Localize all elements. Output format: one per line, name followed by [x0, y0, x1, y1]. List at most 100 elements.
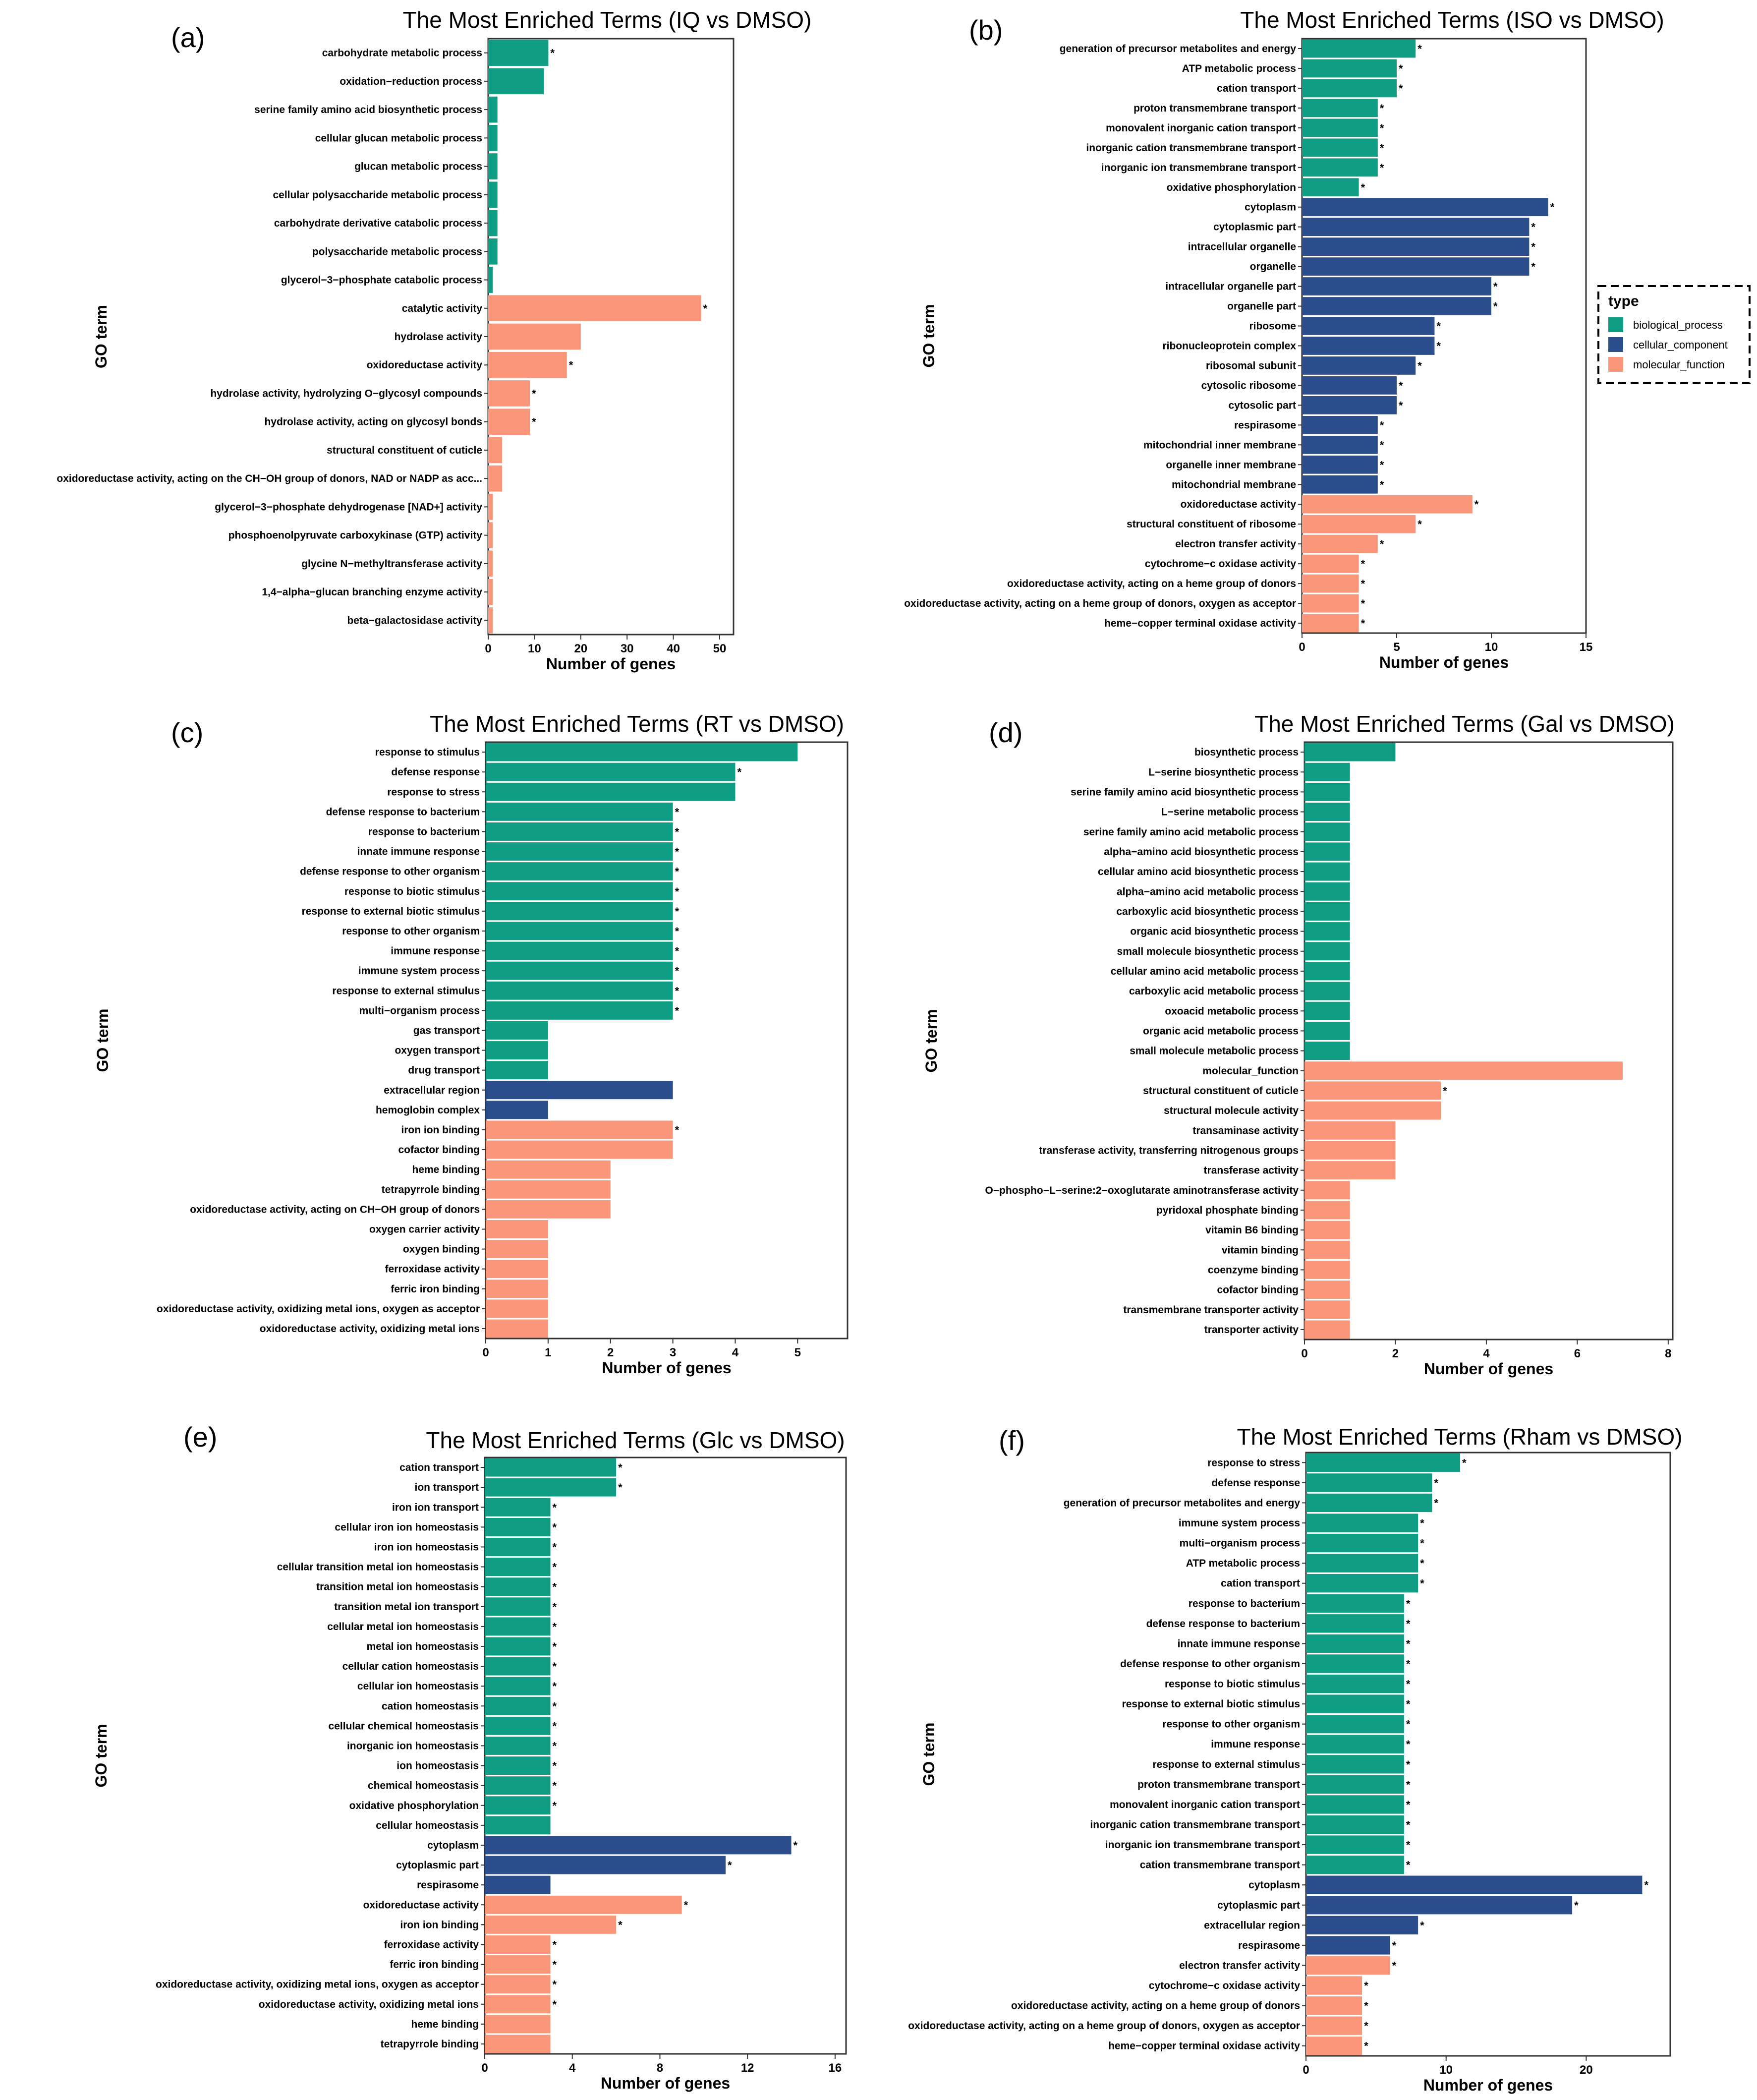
bar [1302, 495, 1473, 514]
bar [1304, 1061, 1623, 1080]
x-tick-label: 30 [621, 642, 634, 655]
significance-mark: * [553, 1979, 557, 1991]
y-tick-label: cellular cation homeostasis [342, 1661, 479, 1672]
bar [488, 351, 567, 378]
bar [1302, 178, 1359, 197]
y-tick-label: transporter activity [1204, 1324, 1299, 1336]
y-tick-label: biosynthetic process [1194, 747, 1299, 758]
bar [485, 1577, 551, 1596]
significance-mark: * [793, 1839, 798, 1852]
bar [1306, 1916, 1418, 1934]
bar [1304, 1101, 1441, 1120]
bar [485, 1776, 551, 1795]
significance-mark: * [1380, 419, 1384, 431]
y-tick-label: defense response [1211, 1477, 1300, 1489]
bar [1304, 1260, 1350, 1279]
bar [1306, 1714, 1404, 1734]
bar [1306, 1775, 1404, 1794]
bar [1306, 1674, 1404, 1693]
y-tick-label: cellular iron ion homeostasis [335, 1521, 479, 1533]
y-tick-label: cofactor binding [398, 1144, 480, 1156]
bar [485, 1538, 551, 1556]
y-tick-label: response to external stimulus [332, 985, 480, 996]
significance-mark: * [553, 1621, 557, 1633]
panel-label: (b) [969, 14, 1003, 46]
y-tick-label: serine family amino acid biosynthetic pr… [1071, 786, 1299, 798]
y-tick-label: catalytic activity [402, 303, 483, 314]
bar [1306, 1936, 1390, 1955]
bar [1306, 1634, 1404, 1653]
bar [1304, 1121, 1396, 1140]
bar [1302, 455, 1378, 474]
bar [1302, 277, 1491, 295]
y-tick-label: response to external biotic stimulus [302, 906, 480, 917]
bar [485, 1796, 551, 1815]
y-tick-label: oxidative phosphorylation [1167, 182, 1296, 193]
significance-mark: * [553, 1640, 557, 1653]
bar [1306, 1896, 1573, 1915]
y-tick-label: iron ion binding [400, 1919, 479, 1930]
y-tick-label: cytoplasmic part [1213, 222, 1296, 233]
bar [1304, 1201, 1350, 1220]
x-tick-label: 0 [482, 1346, 489, 1359]
significance-mark: * [1420, 1577, 1424, 1590]
panel-label: (a) [171, 22, 205, 53]
y-tick-label: structural constituent of cuticle [1143, 1085, 1299, 1097]
bar [1304, 1181, 1350, 1200]
y-tick-label: alpha−amino acid biosynthetic process [1104, 846, 1299, 858]
significance-mark: * [1420, 1919, 1424, 1931]
y-tick-label: inorganic cation transmembrane transport [1086, 142, 1296, 154]
y-tick-label: inorganic cation transmembrane transport [1090, 1819, 1300, 1830]
y-tick-label: response to bacterium [368, 826, 480, 837]
y-tick-label: cellular glucan metabolic process [315, 132, 482, 144]
y-tick-label: molecular_function [1202, 1065, 1299, 1077]
bar [486, 961, 673, 980]
y-tick-label: response to other organism [342, 926, 480, 937]
y-tick-label: oxygen binding [403, 1244, 480, 1255]
bar [1302, 554, 1359, 573]
y-tick-label: oxidoreductase activity [1181, 499, 1297, 510]
y-tick-label: beta−galactosidase activity [347, 615, 482, 626]
significance-mark: * [1380, 162, 1384, 174]
bar [1304, 1221, 1350, 1239]
x-tick-label: 0 [1299, 641, 1305, 654]
bar [1302, 614, 1359, 633]
significance-mark: * [1443, 1085, 1447, 1097]
bar [486, 981, 673, 1000]
y-tick-label: oxidoreductase activity, acting on a hem… [1011, 2000, 1300, 2012]
y-tick-label: cytochrome−c oxidase activity [1145, 558, 1297, 570]
chart-panel: generation of precursor metabolites and … [904, 7, 1664, 671]
significance-mark: * [1420, 1557, 1424, 1570]
significance-mark: * [1361, 617, 1365, 630]
bar [488, 494, 493, 520]
significance-mark: * [1406, 1758, 1411, 1771]
bar [1304, 922, 1350, 941]
bar [1304, 1081, 1441, 1100]
bar [488, 437, 503, 464]
significance-mark: * [553, 1780, 557, 1792]
y-tick-label: cellular polysaccharide metabolic proces… [273, 189, 482, 201]
bar [488, 96, 498, 123]
bar [1304, 942, 1350, 961]
y-tick-label: oxidoreductase activity, oxidizing metal… [156, 1979, 479, 1990]
y-tick-label: oxidoreductase activity, acting on CH−OH… [190, 1204, 480, 1215]
significance-mark: * [569, 359, 573, 371]
significance-mark: * [1434, 1497, 1438, 1509]
bar [485, 1716, 551, 1735]
significance-mark: * [684, 1899, 688, 1911]
y-tick-label: cytosolic ribosome [1201, 380, 1296, 391]
y-tick-label: mitochondrial inner membrane [1143, 439, 1296, 451]
chart-panel: carbohydrate metabolic process * oxidation… [57, 7, 811, 673]
significance-mark: * [1406, 1597, 1411, 1610]
significance-mark: * [618, 1481, 623, 1494]
x-tick-label: 5 [794, 1346, 801, 1359]
y-tick-label: ferroxidase activity [384, 1939, 479, 1950]
y-tick-label: ion transport [415, 1482, 479, 1493]
bar [1302, 99, 1378, 117]
y-tick-label: proton transmembrane transport [1134, 103, 1296, 114]
y-tick-label: immune system process [1179, 1517, 1300, 1529]
plot-frame [1301, 38, 1587, 634]
bar [1306, 1996, 1362, 2015]
bar [1304, 1161, 1396, 1180]
y-tick-label: cellular ion homeostasis [357, 1681, 479, 1692]
